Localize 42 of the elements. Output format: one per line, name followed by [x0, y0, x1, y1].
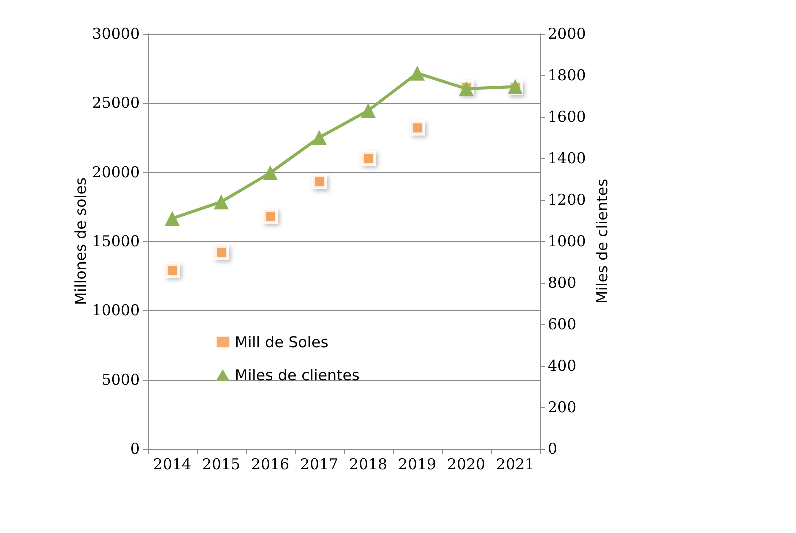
point: [165, 211, 180, 226]
y-tick-label: 25000: [92, 94, 140, 112]
point: [263, 209, 278, 224]
y-axis-title: Millones de soles: [72, 177, 90, 306]
point: [312, 174, 327, 190]
legend-label: Miles de clientes: [235, 366, 360, 384]
legend-label: Mill de Soles: [235, 334, 329, 352]
y2-tick-label: 1600: [548, 108, 586, 126]
x-tick-label: 2018: [349, 456, 388, 474]
point: [214, 194, 229, 210]
x-tick-label: 2019: [398, 456, 437, 474]
y2-tick-label: 600: [548, 316, 577, 334]
y2-tick-label: 400: [548, 357, 577, 375]
y-tick-label: 20000: [92, 163, 140, 182]
point: [263, 166, 278, 181]
x-tick-label: 2020: [447, 456, 486, 474]
y-tick-label: 5000: [102, 370, 140, 389]
y2-axis-title: Miles de clientes: [594, 178, 612, 304]
y-tick-label: 10000: [92, 302, 140, 320]
y-tick-label: 15000: [92, 232, 140, 250]
y2-tick-label: 1000: [548, 232, 586, 250]
y-tick-label: 30000: [92, 25, 140, 43]
x-tick-label: 2017: [300, 456, 339, 474]
y2-tick-label: 1400: [548, 150, 586, 168]
point: [165, 263, 180, 278]
y2-tick-label: 2000: [548, 25, 586, 43]
y2-tick-label: 1800: [548, 66, 586, 84]
x-tick-label: 2021: [496, 456, 535, 474]
x-tick-label: 2016: [251, 456, 290, 474]
x-tick-label: 2014: [153, 456, 192, 474]
y2-tick-label: 0: [548, 440, 558, 458]
x-tick-label: 2015: [202, 456, 241, 474]
y2-tick-label: 200: [548, 398, 577, 416]
point: [410, 66, 425, 81]
point: [214, 245, 229, 260]
point: [312, 130, 327, 146]
point: [410, 120, 425, 136]
y2-tick-label: 800: [548, 274, 577, 292]
point: [361, 151, 376, 166]
point: [361, 103, 376, 118]
y-tick-label: 0: [130, 440, 140, 458]
y2-tick-label: 1200: [548, 191, 586, 209]
